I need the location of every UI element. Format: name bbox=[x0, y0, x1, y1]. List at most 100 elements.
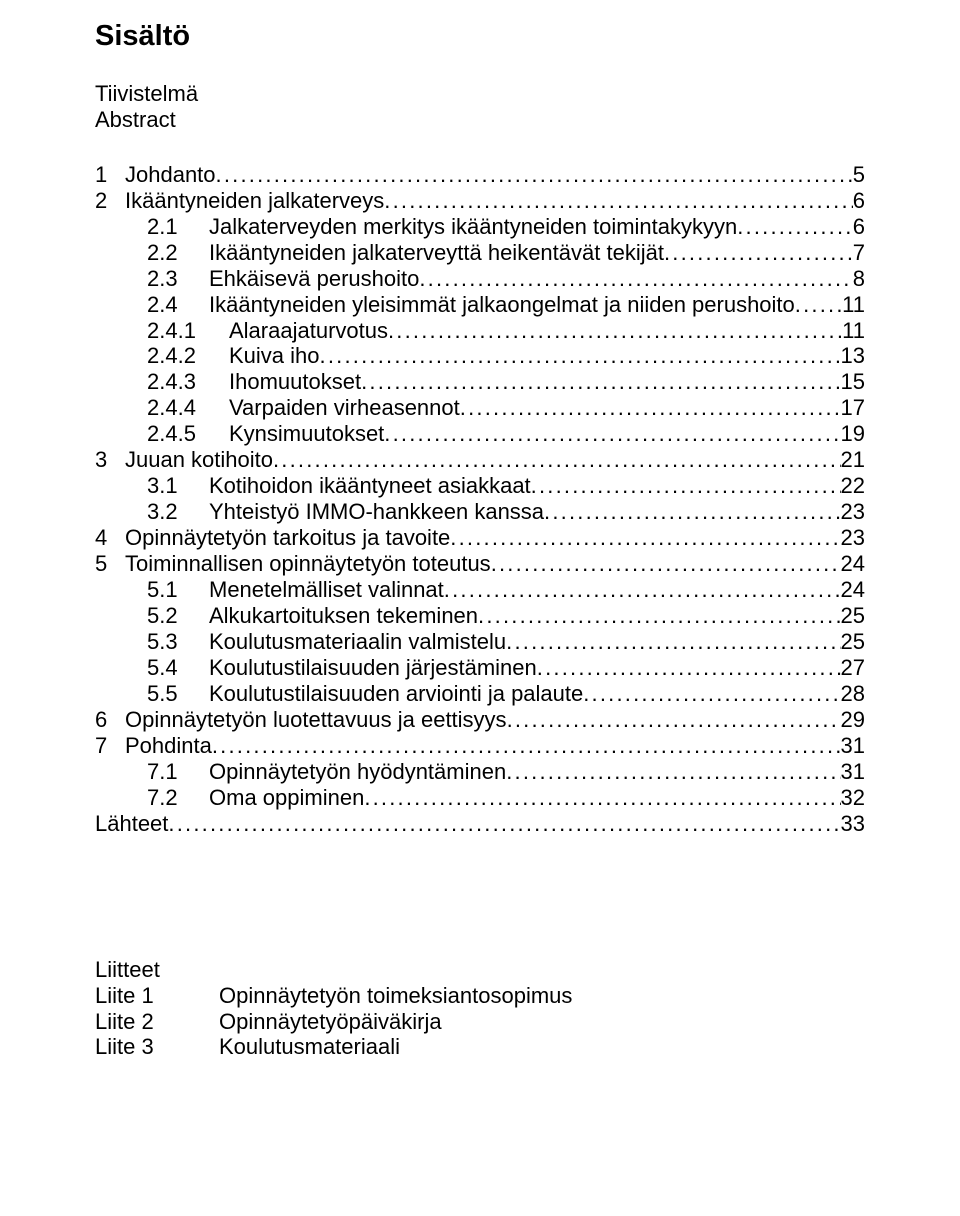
toc-entry-page: 19 bbox=[841, 421, 865, 447]
toc-entry-label: Jalkaterveyden merkitys ikääntyneiden to… bbox=[209, 214, 737, 240]
toc-entry: 5.2Alkukartoituksen tekeminen25 bbox=[95, 603, 865, 629]
toc-entry-label: Juuan kotihoito bbox=[125, 447, 273, 473]
toc-entry: 2.1 Jalkaterveyden merkitys ikääntyneiden… bbox=[95, 214, 865, 240]
toc-entry-page: 8 bbox=[853, 266, 865, 292]
toc-entry-label: Lähteet bbox=[95, 811, 168, 837]
toc-list: 1Johdanto52Ikääntyneiden jalkaterveys62.… bbox=[95, 162, 865, 837]
toc-entry: 5.3Koulutusmateriaalin valmistelu25 bbox=[95, 629, 865, 655]
toc-entry-number: 2.4.5 bbox=[147, 421, 196, 446]
toc-leader-dots bbox=[168, 811, 840, 837]
toc-entry-number: 2.1 bbox=[147, 214, 178, 239]
toc-entry-number: 4 bbox=[95, 525, 107, 550]
toc-entry-number: 2.4 bbox=[147, 292, 178, 317]
toc-entry-label: Koulutustilaisuuden arviointi ja palaute bbox=[209, 681, 583, 707]
toc-entry-number: 7 bbox=[95, 733, 107, 758]
toc-entry-page: 27 bbox=[841, 655, 865, 681]
toc-leader-dots bbox=[737, 214, 853, 240]
toc-leader-dots bbox=[583, 681, 840, 707]
appendix-key: Liite 2 bbox=[95, 1009, 219, 1035]
toc-leader-dots bbox=[320, 343, 841, 369]
appendix-label: Opinnäytetyöpäiväkirja bbox=[219, 1009, 442, 1035]
toc-leader-dots bbox=[491, 551, 841, 577]
toc-leader-dots bbox=[364, 785, 840, 811]
toc-entry: 4Opinnäytetyön tarkoitus ja tavoite23 bbox=[95, 525, 865, 551]
toc-entry-label: Opinnäytetyön hyödyntäminen bbox=[209, 759, 506, 785]
toc-heading: Sisältö bbox=[95, 20, 865, 53]
toc-entry: 2.4.2Kuiva iho13 bbox=[95, 343, 865, 369]
toc-leader-dots bbox=[506, 759, 840, 785]
toc-entry: 5.5Koulutustilaisuuden arviointi ja pala… bbox=[95, 681, 865, 707]
toc-entry-page: 6 bbox=[853, 214, 865, 240]
toc-leader-dots bbox=[664, 240, 853, 266]
toc-entry-page: 11 bbox=[842, 292, 865, 318]
toc-entry-label: Kotihoidon ikääntyneet asiakkaat bbox=[209, 473, 531, 499]
toc-leader-dots bbox=[506, 629, 840, 655]
toc-entry: 2.4.1Alaraajaturvotus11 bbox=[95, 318, 865, 344]
toc-leader-dots bbox=[388, 318, 842, 344]
toc-entry-label: Johdanto bbox=[125, 162, 216, 188]
toc-entry-page: 29 bbox=[841, 707, 865, 733]
toc-entry-page: 22 bbox=[841, 473, 865, 499]
toc-entry: 3.2Yhteistyö IMMO-hankkeen kanssa23 bbox=[95, 499, 865, 525]
toc-entry-label: Ehkäisevä perushoito bbox=[209, 266, 419, 292]
toc-entry: 2.3Ehkäisevä perushoito8 bbox=[95, 266, 865, 292]
toc-entry-page: 7 bbox=[853, 240, 865, 266]
toc-entry-label: Ikääntyneiden jalkaterveyttä heikentävät… bbox=[209, 240, 664, 266]
toc-entry-page: 11 bbox=[842, 318, 865, 344]
toc-entry-label: Varpaiden virheasennot bbox=[229, 395, 460, 421]
toc-entry-number: 5.4 bbox=[147, 655, 178, 680]
prelim-block: Tiivistelmä Abstract bbox=[95, 81, 865, 134]
toc-entry-number: 2.4.4 bbox=[147, 395, 196, 420]
toc-entry-page: 25 bbox=[841, 629, 865, 655]
toc-entry: 5.1Menetelmälliset valinnat24 bbox=[95, 577, 865, 603]
toc-entry-number: 2.2 bbox=[147, 240, 178, 265]
toc-entry: 2.4.4 Varpaiden virheasennot 17 bbox=[95, 395, 865, 421]
toc-entry-page: 21 bbox=[841, 447, 865, 473]
toc-entry: 5.4Koulutustilaisuuden järjestäminen27 bbox=[95, 655, 865, 681]
toc-entry-label: Opinnäytetyön tarkoitus ja tavoite bbox=[125, 525, 450, 551]
toc-entry-page: 24 bbox=[841, 551, 865, 577]
appendix-key: Liite 3 bbox=[95, 1034, 219, 1060]
toc-entry-number: 2.4.1 bbox=[147, 318, 196, 343]
toc-leader-dots bbox=[419, 266, 852, 292]
prelim-line: Abstract bbox=[95, 107, 865, 133]
toc-entry: 2.2 Ikääntyneiden jalkaterveyttä heikentä… bbox=[95, 240, 865, 266]
toc-leader-dots bbox=[537, 655, 841, 681]
toc-entry-page: 32 bbox=[841, 785, 865, 811]
toc-entry-page: 28 bbox=[841, 681, 865, 707]
toc-leader-dots bbox=[507, 707, 841, 733]
toc-entry-page: 17 bbox=[841, 395, 865, 421]
appendices-list: Liite 1Opinnäytetyön toimeksiantosopimus… bbox=[95, 983, 865, 1061]
toc-entry-number: 2.4.3 bbox=[147, 369, 196, 394]
toc-entry-number: 7.2 bbox=[147, 785, 178, 810]
toc-entry-label: Kuiva iho bbox=[229, 343, 320, 369]
toc-entry: 7.2 Oma oppiminen 32 bbox=[95, 785, 865, 811]
toc-entry-page: 5 bbox=[853, 162, 865, 188]
toc-entry-page: 13 bbox=[841, 343, 865, 369]
prelim-line: Tiivistelmä bbox=[95, 81, 865, 107]
toc-entry-page: 24 bbox=[841, 577, 865, 603]
toc-entry-label: Menetelmälliset valinnat bbox=[209, 577, 444, 603]
toc-entry-page: 23 bbox=[841, 499, 865, 525]
appendix-label: Koulutusmateriaali bbox=[219, 1034, 400, 1060]
toc-entry-number: 5 bbox=[95, 551, 107, 576]
toc-entry-number: 5.3 bbox=[147, 629, 178, 654]
appendix-entry: Liite 1Opinnäytetyön toimeksiantosopimus bbox=[95, 983, 865, 1009]
appendix-entry: Liite 3Koulutusmateriaali bbox=[95, 1034, 865, 1060]
toc-entry-page: 31 bbox=[841, 759, 865, 785]
toc-entry: 1Johdanto5 bbox=[95, 162, 865, 188]
toc-entry: 3Juuan kotihoito21 bbox=[95, 447, 865, 473]
toc-entry: 6Opinnäytetyön luotettavuus ja eettisyys… bbox=[95, 707, 865, 733]
toc-leader-dots bbox=[216, 162, 853, 188]
appendix-label: Opinnäytetyön toimeksiantosopimus bbox=[219, 983, 572, 1009]
toc-leader-dots bbox=[361, 369, 840, 395]
toc-leader-dots bbox=[460, 395, 841, 421]
toc-entry-label: Ikääntyneiden jalkaterveys bbox=[125, 188, 384, 214]
toc-entry: 2.4.3Ihomuutokset15 bbox=[95, 369, 865, 395]
toc-leader-dots bbox=[384, 421, 840, 447]
toc-entry-number: 7.1 bbox=[147, 759, 178, 784]
toc-leader-dots bbox=[212, 733, 841, 759]
toc-page: Sisältö Tiivistelmä Abstract 1Johdanto52… bbox=[0, 0, 960, 1216]
toc-entry-label: Oma oppiminen bbox=[209, 785, 364, 811]
toc-entry-label: Kynsimuutokset bbox=[229, 421, 384, 447]
